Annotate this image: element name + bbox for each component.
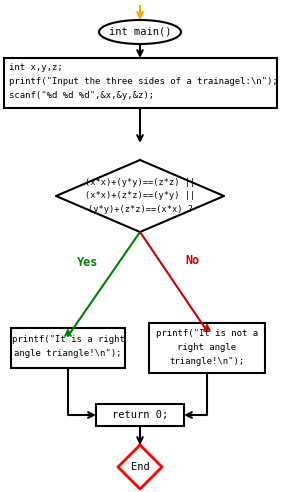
Text: triangle!\n");: triangle!\n"); (169, 358, 245, 367)
FancyBboxPatch shape (11, 328, 125, 368)
FancyBboxPatch shape (4, 58, 277, 108)
Text: Yes: Yes (77, 255, 99, 269)
Text: printf("It is a right: printf("It is a right (12, 336, 124, 344)
FancyBboxPatch shape (149, 323, 265, 373)
Text: No: No (185, 253, 199, 267)
Text: (x*x)+(y*y)==(z*z) ||
(x*x)+(z*z)==(y*y) ||
(y*y)+(z*z)==(x*x) ?: (x*x)+(y*y)==(z*z) || (x*x)+(z*z)==(y*y)… (85, 178, 195, 214)
Text: return 0;: return 0; (112, 410, 168, 420)
Text: int x,y,z;: int x,y,z; (9, 63, 63, 72)
FancyBboxPatch shape (96, 404, 184, 426)
Text: int main(): int main() (109, 27, 171, 37)
Text: printf("Input the three sides of a trainagel:\n");: printf("Input the three sides of a train… (9, 78, 278, 87)
Text: scanf("%d %d %d",&x,&y,&z);: scanf("%d %d %d",&x,&y,&z); (9, 92, 154, 100)
Text: right angle: right angle (177, 343, 237, 352)
Text: printf("It is not a: printf("It is not a (156, 330, 258, 338)
Text: End: End (131, 462, 149, 472)
Text: angle triangle!\n");: angle triangle!\n"); (14, 349, 122, 359)
